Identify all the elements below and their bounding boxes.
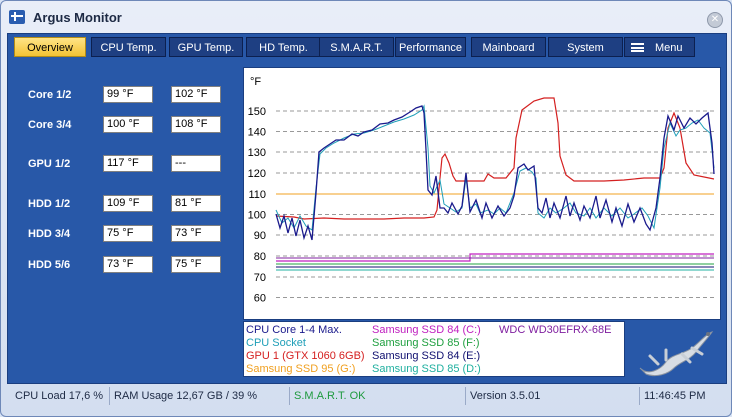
core-3-value: 100 °F	[103, 116, 153, 133]
tab-gpu-temp[interactable]: GPU Temp.	[169, 37, 243, 57]
status-bar: CPU Load 17,6 % RAM Usage 12,67 GB / 39 …	[1, 384, 731, 416]
legend-cpu-socket: CPU Socket	[246, 337, 306, 349]
argus-lizard-logo	[632, 324, 720, 380]
menu-label: Menu	[655, 42, 683, 54]
core-3-4-label: Core 3/4	[28, 119, 72, 131]
y-tick-120: 120	[248, 168, 266, 180]
gpu-2-value: ---	[171, 155, 221, 172]
hdd-3-4-label: HDD 3/4	[28, 228, 71, 240]
y-tick-130: 130	[248, 147, 266, 159]
y-tick-90: 90	[254, 230, 266, 242]
series-gpu-line	[275, 97, 715, 220]
y-tick-150: 150	[248, 106, 266, 118]
tab-performance[interactable]: Performance	[395, 37, 466, 57]
hdd-4-value: 73 °F	[171, 225, 221, 242]
series-cpu-max-line	[275, 105, 715, 241]
core-4-value: 108 °F	[171, 116, 221, 133]
hdd-1-value: 109 °F	[103, 195, 153, 212]
temperature-graph: °F 150 140 130 120	[243, 67, 721, 320]
window-title: Argus Monitor	[33, 10, 122, 25]
title-bar: Argus Monitor ✕	[1, 1, 731, 33]
ram-usage-status: RAM Usage 12,67 GB / 39 %	[109, 387, 289, 405]
clock-status: 11:46:45 PM	[639, 387, 725, 405]
y-tick-140: 140	[248, 127, 266, 139]
hdd-5-value: 73 °F	[103, 256, 153, 273]
close-button[interactable]: ✕	[707, 12, 723, 28]
y-tick-60: 60	[254, 293, 266, 305]
graph-unit-label: °F	[250, 76, 261, 88]
graph-legend: CPU Core 1-4 Max. CPU Socket GPU 1 (GTX …	[243, 321, 625, 377]
gpu-1-2-label: GPU 1/2	[28, 158, 71, 170]
core-1-2-label: Core 1/2	[28, 89, 72, 101]
version-status: Version 3.5.01	[465, 387, 639, 405]
tab-smart[interactable]: S.M.A.R.T.	[319, 37, 394, 57]
smart-status[interactable]: S.M.A.R.T. OK	[289, 387, 465, 405]
legend-gpu-1: GPU 1 (GTX 1060 6GB)	[246, 350, 365, 362]
temperature-graph-svg: °F 150 140 130 120	[248, 76, 715, 305]
legend-ssd-95-g: Samsung SSD 95 (G:)	[246, 363, 356, 375]
y-tick-80: 80	[254, 251, 266, 263]
close-icon: ✕	[710, 14, 720, 25]
gpu-1-value: 117 °F	[103, 155, 153, 172]
cpu-load-status: CPU Load 17,6 %	[15, 390, 104, 402]
hdd-6-value: 75 °F	[171, 256, 221, 273]
hdd-2-value: 81 °F	[171, 195, 221, 212]
tab-hd-temp[interactable]: HD Temp.	[246, 37, 321, 57]
legend-ssd-84-c: Samsung SSD 84 (C:)	[372, 324, 481, 336]
core-1-value: 99 °F	[103, 86, 153, 103]
legend-ssd-85-d: Samsung SSD 85 (D:)	[372, 363, 481, 375]
hdd-5-6-label: HDD 5/6	[28, 259, 71, 271]
y-tick-100: 100	[248, 210, 266, 222]
tab-bar: Overview CPU Temp. GPU Temp. HD Temp. S.…	[8, 34, 726, 60]
tab-overview[interactable]: Overview	[14, 37, 86, 57]
legend-ssd-84-e: Samsung SSD 84 (E:)	[372, 350, 481, 362]
tab-menu[interactable]: Menu	[624, 37, 695, 57]
legend-cpu-core-max: CPU Core 1-4 Max.	[246, 324, 342, 336]
menu-icon	[631, 43, 644, 52]
hdd-3-value: 75 °F	[103, 225, 153, 242]
lizard-icon	[639, 331, 714, 377]
temperature-readings: Core 1/2 99 °F 102 °F Core 3/4 100 °F 10…	[9, 62, 241, 380]
app-icon	[9, 10, 25, 24]
main-panel: Overview CPU Temp. GPU Temp. HD Temp. S.…	[7, 33, 727, 384]
tab-mainboard[interactable]: Mainboard	[471, 37, 546, 57]
legend-wdc: WDC WD30EFRX-68E	[499, 324, 612, 336]
y-tick-110: 110	[248, 189, 266, 201]
core-2-value: 102 °F	[171, 86, 221, 103]
tab-cpu-temp[interactable]: CPU Temp.	[91, 37, 166, 57]
legend-ssd-85-f: Samsung SSD 85 (F:)	[372, 337, 480, 349]
tab-system[interactable]: System	[548, 37, 623, 57]
hdd-1-2-label: HDD 1/2	[28, 198, 71, 210]
y-tick-70: 70	[254, 272, 266, 284]
